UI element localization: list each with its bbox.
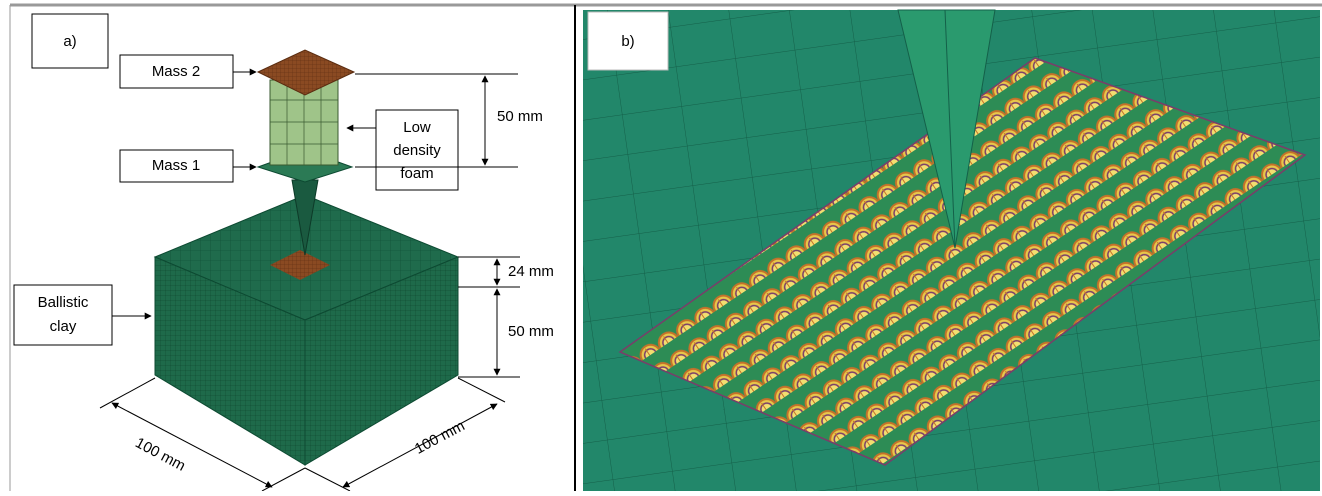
callout-label: Ballistic <box>38 294 89 311</box>
panel-b: b) <box>583 10 1320 491</box>
callout-label: Low <box>403 119 431 136</box>
figure: a) Mass 2 Mass 1 Low density foam Ballis… <box>0 0 1322 491</box>
callout-label: Mass 1 <box>152 157 200 174</box>
dimension-label: 50 mm <box>508 323 554 340</box>
callout-label: Mass 2 <box>152 63 200 80</box>
panel-label: b) <box>621 33 634 50</box>
panel-label: a) <box>63 33 76 50</box>
dimension-label: 50 mm <box>497 108 543 125</box>
callout-label: clay <box>50 318 77 335</box>
callout-label: density <box>393 142 441 159</box>
dimension-label: 24 mm <box>508 263 554 280</box>
callout-label: foam <box>400 165 433 182</box>
